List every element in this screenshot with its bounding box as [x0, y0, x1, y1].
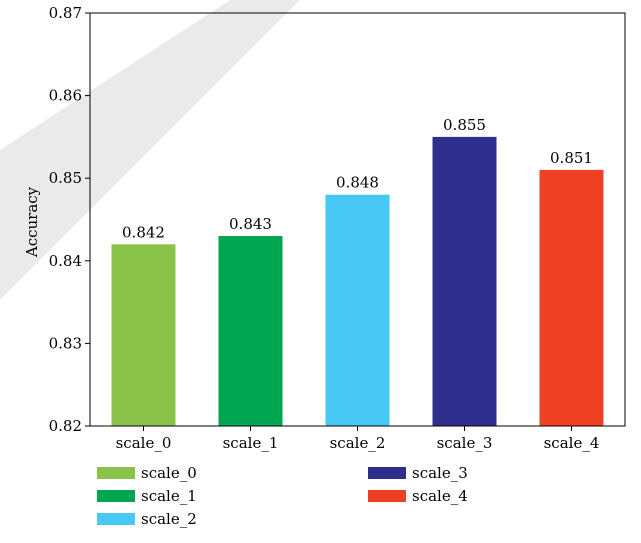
y-tick-label: 0.83 [49, 334, 82, 352]
data-label: 0.843 [229, 215, 272, 233]
bar-scale_2 [325, 194, 390, 426]
x-tick-label: scale_3 [437, 434, 493, 452]
x-tick-label: scale_1 [223, 434, 279, 452]
legend-swatch-scale_2 [97, 513, 135, 525]
y-tick-label: 0.86 [49, 87, 82, 105]
legend-label: scale_1 [141, 487, 197, 505]
legend-label: scale_3 [412, 464, 468, 482]
x-tick-label: scale_4 [544, 434, 600, 452]
y-tick-label: 0.82 [49, 417, 82, 435]
legend-label: scale_0 [141, 464, 197, 482]
data-label: 0.855 [443, 116, 486, 134]
legend-swatch-scale_3 [368, 467, 406, 479]
data-label: 0.851 [550, 149, 593, 167]
plot-area: 0.842 scale_0 0.843 scale_1 0.848 scale_2 0.85… [49, 4, 626, 452]
axes-frame [89, 12, 626, 427]
legend-swatch-scale_0 [97, 467, 135, 479]
y-tick-label: 0.84 [49, 252, 82, 270]
data-label: 0.848 [336, 174, 379, 192]
y-axis-title: Accuracy [23, 186, 41, 258]
watermark [0, 0, 300, 300]
bar-scale_1 [218, 236, 283, 426]
legend-swatch-scale_4 [368, 490, 406, 502]
bar-scale_4 [539, 169, 604, 426]
legend: scale_0 scale_1 scale_2 scale_3 scale_4 [97, 464, 468, 528]
y-tick-label: 0.85 [49, 169, 82, 187]
legend-swatch-scale_1 [97, 490, 135, 502]
y-tick-label: 0.87 [49, 4, 82, 22]
legend-label: scale_4 [412, 487, 468, 505]
data-label: 0.842 [122, 223, 165, 241]
x-tick-label: scale_0 [116, 434, 172, 452]
x-tick-label: scale_2 [330, 434, 386, 452]
legend-label: scale_2 [141, 510, 197, 528]
bar-scale_0 [111, 244, 176, 426]
bar-scale_3 [432, 136, 497, 426]
